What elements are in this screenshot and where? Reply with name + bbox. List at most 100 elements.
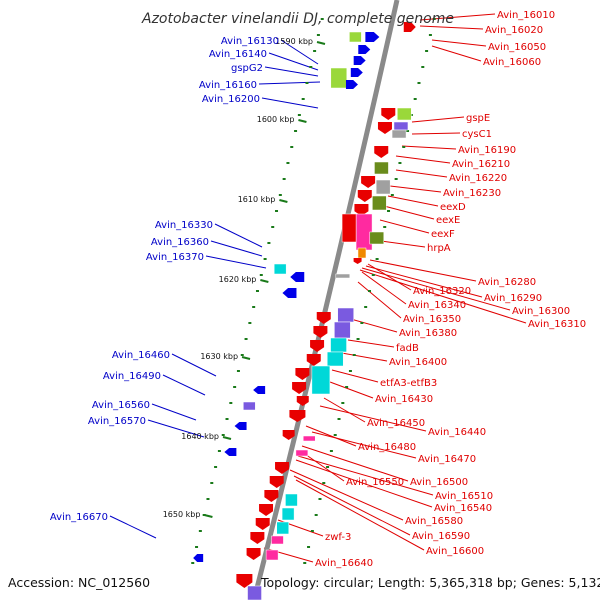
outer-track-dot: [326, 466, 330, 468]
gene-label-left: Avin_16330: [155, 220, 213, 231]
gene-block: [281, 507, 295, 521]
outer-track-dot: [307, 546, 311, 548]
outer-track-dot: [406, 130, 410, 132]
gene-label-right: Avin_16340: [408, 300, 466, 311]
leader-line-right: [431, 45, 482, 62]
gene-label-left: Avin_16140: [209, 49, 267, 60]
leader-line-left: [147, 419, 205, 438]
leader-line-right: [323, 397, 366, 423]
inner-track-dot: [313, 50, 317, 52]
gene-arrow: [255, 518, 270, 530]
gene-label-right: Avin_16480: [358, 442, 416, 453]
gene-arrow: [296, 396, 309, 406]
outer-track-dot: [322, 482, 326, 484]
gene-features: [193, 22, 416, 600]
gene-label-right: Avin_16190: [458, 145, 516, 156]
gene-label-right: Avin_16550: [346, 477, 404, 488]
gene-arrow: [313, 326, 328, 338]
outer-track-dot: [348, 370, 352, 372]
gene-arrow: [292, 382, 307, 394]
gene-label-right: gspE: [466, 113, 490, 124]
outer-track-dot: [421, 66, 425, 68]
inner-track-dot: [301, 98, 305, 100]
gene-block: [334, 321, 351, 339]
outer-track-dot: [375, 258, 379, 260]
leader-line-right: [331, 369, 379, 383]
inner-track-dot: [229, 402, 233, 404]
leader-line-right: [305, 425, 357, 447]
inner-track-dot: [221, 434, 225, 436]
gene-label-right: eexF: [431, 229, 455, 240]
gene-label-right: Avin_16430: [375, 394, 433, 405]
gene-label-right: hrpA: [427, 243, 451, 254]
gene-block: [337, 307, 354, 323]
outer-track-dot: [314, 514, 318, 516]
gene-label-left: Avin_16130: [221, 36, 279, 47]
outer-track-dot: [341, 402, 345, 404]
gene-arrow: [345, 80, 358, 89]
gene-arrow: [354, 204, 369, 216]
inner-track-dot: [191, 562, 195, 564]
inner-track-dot: [214, 466, 218, 468]
genome-backbone: [191, 0, 436, 600]
leader-line-right: [289, 469, 404, 521]
gene-block: [285, 493, 298, 507]
gene-arrow: [357, 190, 372, 202]
outer-track-dot: [356, 338, 360, 340]
tick-mark: [279, 199, 288, 203]
gene-label-left: Avin_16490: [103, 371, 161, 382]
inner-track-dot: [320, 18, 324, 20]
gene-arrow: [289, 410, 306, 422]
inner-track-dot: [290, 146, 294, 148]
gene-arrow: [361, 176, 376, 188]
outer-track-dot: [352, 354, 356, 356]
inner-track-dot: [282, 178, 286, 180]
outer-track-dot: [398, 162, 402, 164]
outer-track-dot: [345, 386, 349, 388]
gene-label-right: Avin_16060: [483, 57, 541, 68]
gene-label-right: Avin_16050: [488, 42, 546, 53]
gene-label-right: Avin_16010: [497, 10, 555, 21]
leader-line-right: [329, 381, 374, 399]
accession-text: Accession: NC_012560: [8, 575, 150, 590]
gene-label-right: Avin_16320: [413, 286, 471, 297]
outer-track-dot: [387, 210, 391, 212]
gene-arrow: [269, 476, 284, 488]
inner-track-dot: [202, 514, 206, 516]
gene-block: [311, 365, 331, 395]
inner-track-dot: [195, 546, 199, 548]
tick-label: 1590 kbp: [275, 37, 313, 46]
leader-line-right: [395, 169, 448, 178]
outer-track-dot: [333, 434, 337, 436]
outer-track-dot: [303, 562, 307, 564]
leader-line-right: [395, 155, 451, 164]
gene-block: [397, 107, 412, 121]
gene-arrow: [246, 548, 261, 560]
gene-arrow: [310, 340, 325, 352]
gene-arrow: [234, 422, 247, 430]
gene-label-left: gspG2: [231, 63, 263, 74]
gene-arrow: [381, 108, 396, 120]
inner-track-dot: [316, 34, 320, 36]
gene-label-right: Avin_16640: [315, 558, 373, 569]
gene-arrow: [282, 288, 297, 298]
leader-line-left: [261, 97, 319, 109]
gene-arrow: [306, 354, 321, 366]
outer-track-dot: [413, 98, 417, 100]
gene-label-right: Avin_16470: [418, 454, 476, 465]
topology-text: Topology: circular; Length: 5,365,318 bp…: [260, 575, 600, 590]
outer-track-dot: [402, 146, 406, 148]
outer-track-dot: [394, 178, 398, 180]
gene-label-right: Avin_16300: [512, 306, 570, 317]
inner-track-dot: [225, 418, 229, 420]
inner-track-dot: [309, 66, 313, 68]
gene-label-left: Avin_16460: [112, 350, 170, 361]
leader-line-right: [369, 259, 477, 282]
outer-track-dot: [390, 194, 394, 196]
gene-block: [330, 337, 347, 353]
leader-line-right: [319, 405, 427, 432]
leader-line-left: [258, 81, 321, 85]
gene-label-right: Avin_16400: [389, 357, 447, 368]
tick-label: 1600 kbp: [257, 115, 295, 124]
leader-line-right: [411, 132, 461, 135]
